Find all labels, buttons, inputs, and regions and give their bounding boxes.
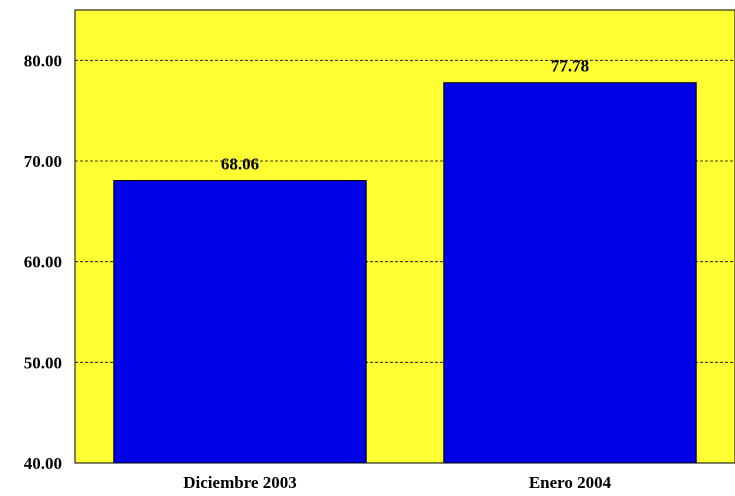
bar [113, 180, 367, 464]
y-tick-label: 50.00 [24, 353, 62, 372]
x-category-label: Diciembre 2003 [183, 473, 296, 492]
y-tick-label: 40.00 [24, 454, 62, 473]
plot-border [74, 9, 735, 464]
x-axis-labels: Diciembre 2003 Enero 2004 [183, 473, 611, 492]
bar [443, 82, 697, 464]
x-category-label: Enero 2004 [529, 473, 612, 492]
y-tick-label: 70.00 [24, 152, 62, 171]
bars [113, 82, 697, 464]
data-label: 77.78 [551, 57, 589, 76]
data-labels: 68.06 77.78 [221, 57, 589, 174]
y-tick-label: 60.00 [24, 253, 62, 272]
y-axis-ticks: 40.00 50.00 60.00 70.00 80.00 [24, 51, 62, 473]
y-tick-label: 80.00 [24, 51, 62, 70]
data-label: 68.06 [221, 155, 259, 174]
